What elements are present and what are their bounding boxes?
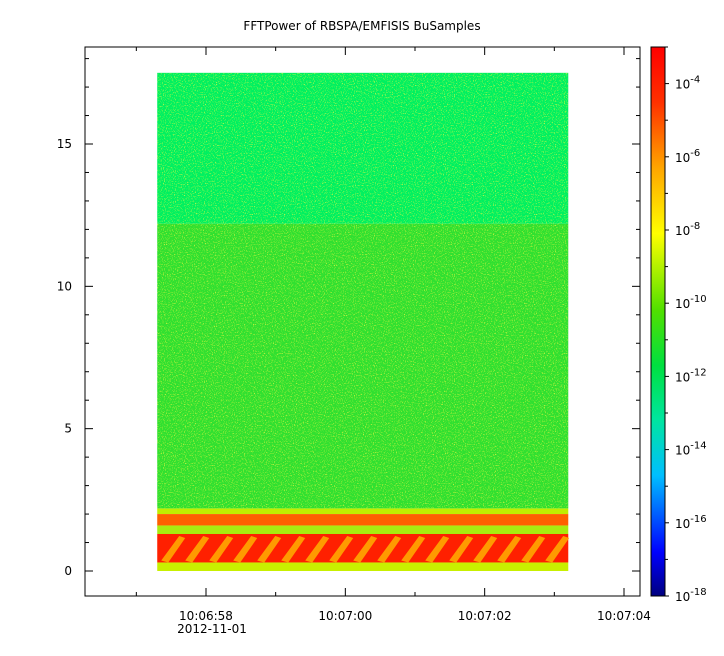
- x-tick-label: 10:06:58: [179, 609, 233, 623]
- colorbar-tick-label: 10-4: [675, 75, 700, 92]
- chorus-streak: [545, 535, 570, 563]
- x-tick-label: 10:07:02: [458, 609, 512, 623]
- x-tick-label: 10:07:00: [318, 609, 372, 623]
- gap-band: [157, 508, 569, 515]
- x-axis: 10:06:58 10:07:00 10:07:02 10:07:04: [135, 47, 651, 623]
- gap-band: [157, 525, 569, 534]
- chorus-streak: [233, 535, 258, 563]
- chorus-streak: [281, 535, 306, 563]
- colorbar: [650, 46, 666, 597]
- chorus-streak: [329, 535, 354, 563]
- y-tick-label: 0: [64, 564, 72, 578]
- chorus-streak: [521, 535, 546, 563]
- chorus-streak: [209, 535, 234, 563]
- chart-title: FFTPower of RBSPA/EMFISIS BuSamples: [243, 19, 480, 33]
- colorbar-tick-label: 10-18: [675, 587, 707, 604]
- chorus-streak: [305, 535, 330, 563]
- chorus-streak: [425, 535, 450, 563]
- spectrogram-image: [157, 72, 570, 571]
- chorus-streak: [257, 535, 282, 563]
- y-tick-label: 10: [57, 279, 72, 293]
- y-tick-label: 5: [64, 422, 72, 436]
- chorus-streak: [497, 535, 522, 563]
- colorbar-tick-label: 10-12: [675, 367, 707, 384]
- x-date-label: 2012-11-01: [177, 622, 247, 636]
- colorbar-tick-label: 10-16: [675, 514, 707, 531]
- chorus-streak: [185, 535, 210, 563]
- colorbar-tick-label: 10-8: [675, 221, 700, 238]
- base-band: [157, 562, 569, 571]
- chorus-streak: [161, 535, 186, 563]
- colorbar-tick-label: 10-14: [675, 441, 707, 458]
- noise-speckle: [157, 223, 569, 509]
- colorbar-tick-label: 10-10: [675, 294, 707, 311]
- chorus-streak: [353, 535, 378, 563]
- colorbar-tick-label: 10-6: [675, 148, 700, 165]
- chorus-streak: [473, 535, 498, 563]
- colorbar-axis: 10-4 10-6 10-8 10-10 10-12 10-14 10-16 10-18: [665, 46, 707, 604]
- x-tick-label: 10:07:04: [597, 609, 651, 623]
- chorus-streak: [377, 535, 402, 563]
- noise-speckle: [157, 72, 569, 224]
- chorus-streak: [449, 535, 474, 563]
- y-axis: 0 5 10 15: [57, 58, 640, 578]
- y-tick-label: 15: [57, 137, 72, 151]
- chorus-streak: [401, 535, 426, 563]
- power-band-3: [157, 514, 569, 526]
